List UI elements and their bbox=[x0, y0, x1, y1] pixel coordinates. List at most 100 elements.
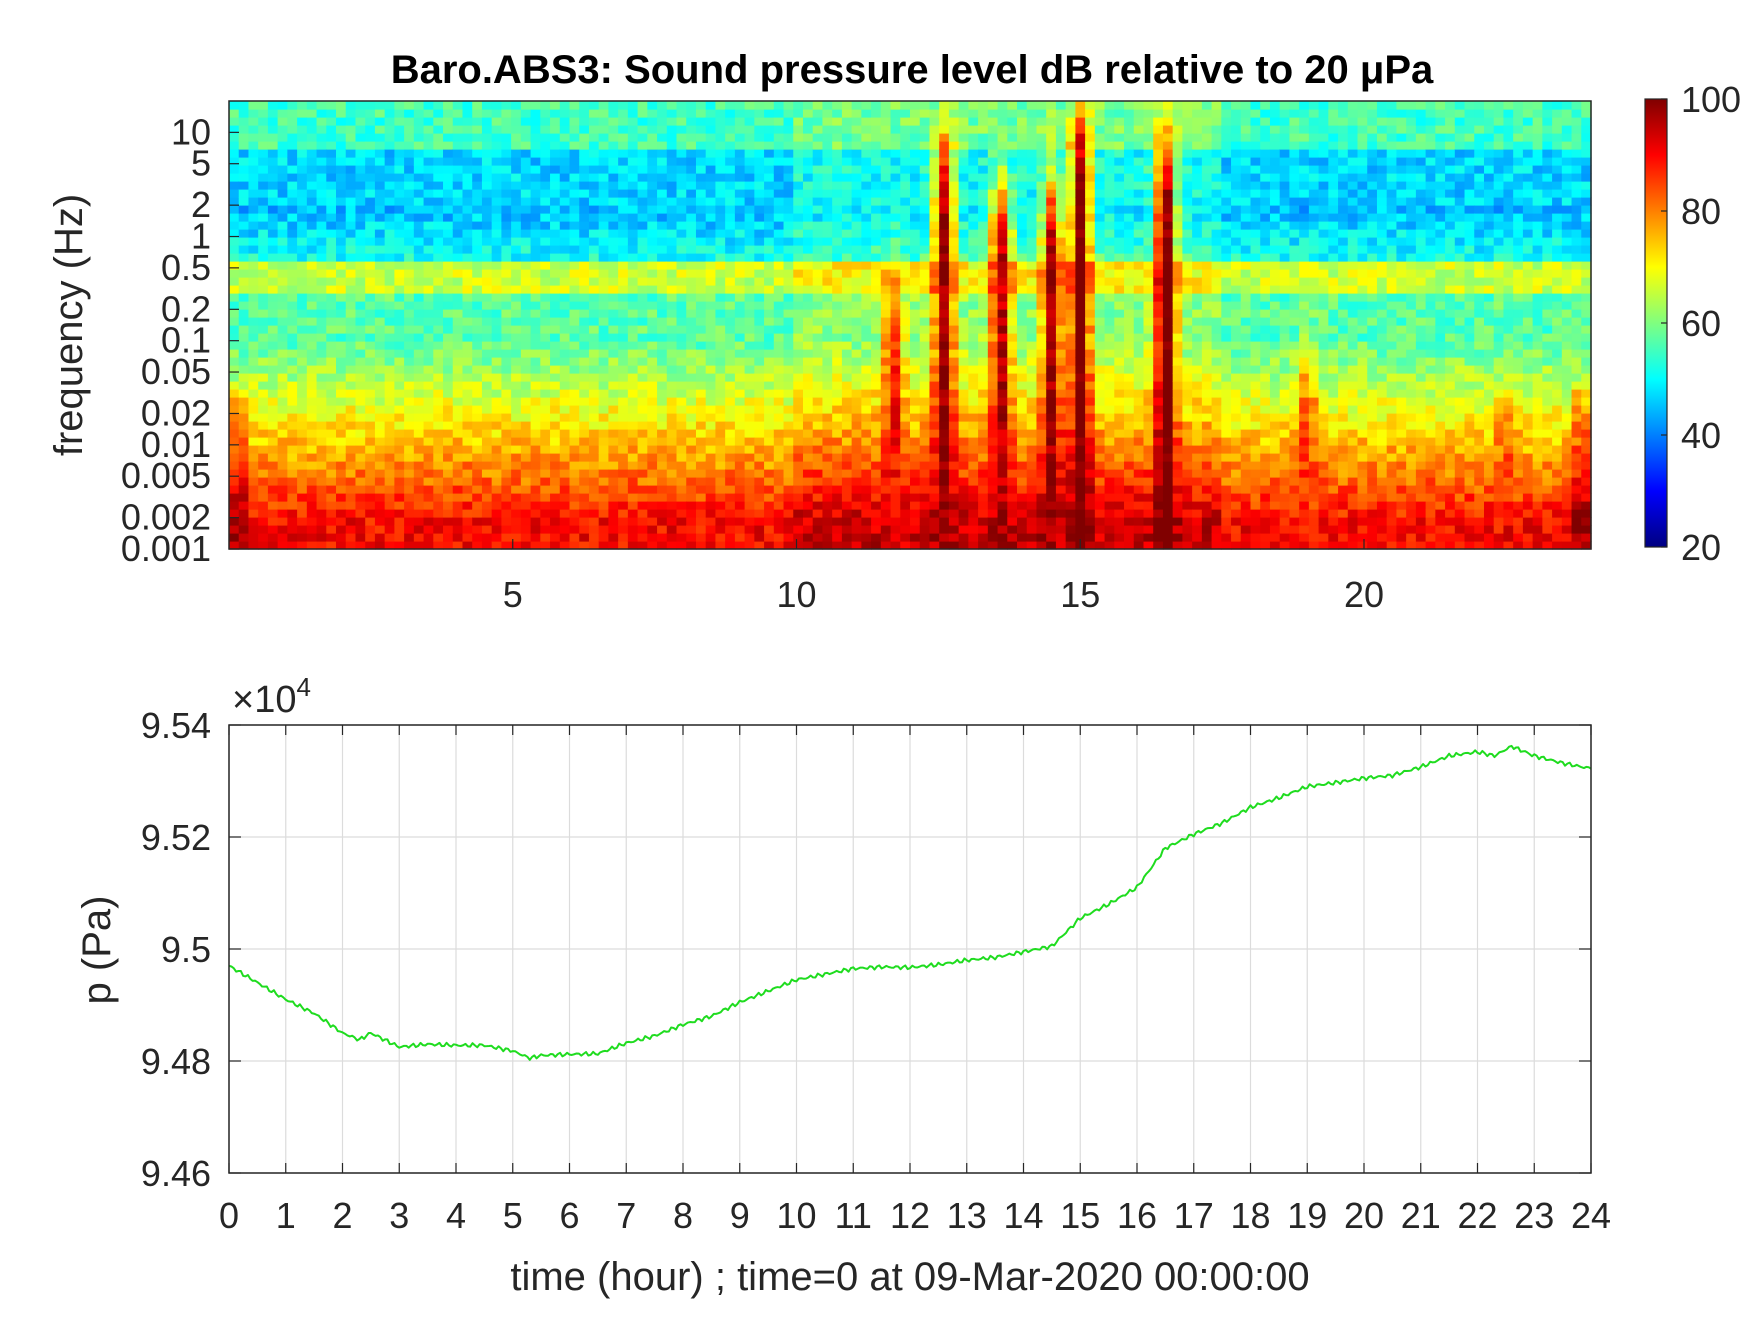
spectrogram-cell bbox=[754, 277, 765, 286]
spectrogram-cell bbox=[559, 213, 571, 222]
spectrogram-cell bbox=[939, 237, 950, 246]
spectrogram-cell bbox=[1007, 365, 1018, 374]
spectrogram-cell bbox=[238, 205, 250, 214]
spectrogram-cell bbox=[657, 325, 668, 334]
spectrogram-cell bbox=[802, 229, 814, 238]
spectrogram-cell bbox=[530, 317, 541, 326]
spectrogram-cell bbox=[598, 453, 610, 462]
spectrogram-cell bbox=[306, 253, 318, 262]
spectrogram-cell bbox=[666, 205, 678, 214]
spectrogram-cell bbox=[744, 237, 755, 246]
spectrogram-cell bbox=[987, 149, 999, 158]
spectrogram-cell bbox=[773, 309, 785, 318]
spectrogram-cell bbox=[686, 485, 697, 494]
spectrogram-cell bbox=[530, 173, 541, 182]
spectrogram-cell bbox=[647, 173, 658, 182]
spectrogram-cell bbox=[423, 213, 434, 222]
spectrogram-cell bbox=[501, 445, 512, 454]
spectrogram-cell bbox=[550, 325, 561, 334]
spectrogram-cell bbox=[501, 357, 512, 366]
spectrogram-cell bbox=[802, 373, 814, 382]
spectrogram-cell bbox=[910, 525, 921, 534]
spectrogram-cell bbox=[608, 181, 619, 190]
spectrogram-cell bbox=[394, 413, 405, 422]
spectrogram-cell bbox=[316, 173, 327, 182]
spectrogram-cell bbox=[452, 517, 464, 526]
spectrogram-cell bbox=[1007, 325, 1018, 334]
spectrogram-cell bbox=[598, 205, 610, 214]
spectrogram-cell bbox=[433, 493, 444, 502]
spectrogram-cell bbox=[939, 285, 950, 294]
spectrogram-cell bbox=[744, 173, 755, 182]
spectrogram-cell bbox=[306, 405, 318, 414]
spectrogram-cell bbox=[520, 525, 532, 534]
spectrogram-cell bbox=[705, 181, 717, 190]
spectrogram-cell bbox=[306, 237, 318, 246]
spectrogram-cell bbox=[744, 221, 755, 230]
spectrogram-cell bbox=[773, 229, 785, 238]
spectrogram-cell bbox=[258, 301, 269, 310]
spectrogram-cell bbox=[520, 133, 532, 142]
spectrogram-cell bbox=[520, 309, 532, 318]
spectrogram-cell bbox=[773, 205, 785, 214]
spectrogram-cell bbox=[608, 429, 619, 438]
spectrogram-cell bbox=[939, 357, 950, 366]
spectrogram-cell bbox=[657, 181, 668, 190]
spectrogram-cell bbox=[404, 157, 415, 166]
spectrogram-cell bbox=[472, 213, 483, 222]
spectrogram-cell bbox=[443, 117, 454, 126]
spectrogram-cell bbox=[404, 469, 415, 478]
spectrogram-cell bbox=[277, 117, 288, 126]
spectrogram-cell bbox=[1007, 421, 1018, 430]
spectrogram-cell bbox=[1094, 533, 1106, 542]
spectrogram-cell bbox=[812, 365, 824, 374]
spectrogram-cell bbox=[880, 541, 892, 550]
spectrogram-cell bbox=[384, 277, 395, 286]
spectrogram-cell bbox=[773, 277, 785, 286]
spectrogram-cell bbox=[1046, 221, 1057, 230]
spectrogram-cell bbox=[822, 213, 833, 222]
spectrogram-cell bbox=[384, 165, 395, 174]
spectrogram-cell bbox=[725, 493, 736, 502]
spectrogram-cell bbox=[666, 173, 678, 182]
spectrogram-cell bbox=[948, 213, 960, 222]
spectrogram-cell bbox=[764, 381, 775, 390]
spectrogram-cell bbox=[880, 493, 892, 502]
spectrogram-cell bbox=[1017, 509, 1028, 518]
spectrogram-cell bbox=[978, 429, 989, 438]
spectrogram-cell bbox=[569, 253, 580, 262]
spectrogram-cell bbox=[997, 413, 1008, 422]
spectrogram-cell bbox=[336, 349, 347, 358]
spectrogram-cell bbox=[666, 181, 678, 190]
spectrogram-cell bbox=[948, 149, 960, 158]
spectrogram-cell bbox=[851, 221, 862, 230]
spectrogram-cell bbox=[900, 365, 911, 374]
spectrogram-cell bbox=[939, 341, 950, 350]
spectrogram-cell bbox=[676, 445, 687, 454]
spectrogram-cell bbox=[871, 269, 882, 278]
spectrogram-cell bbox=[423, 221, 434, 230]
spectrogram-cell bbox=[890, 293, 901, 302]
spectrogram-cell bbox=[501, 101, 512, 110]
spectrogram-cell bbox=[618, 461, 629, 470]
spectrogram-cell bbox=[657, 117, 668, 126]
spectrogram-cell bbox=[384, 333, 395, 342]
spectrogram-cell bbox=[501, 125, 512, 134]
spectrogram-cell bbox=[530, 421, 541, 430]
spectrogram-cell bbox=[773, 421, 785, 430]
spectrogram-cell bbox=[686, 237, 697, 246]
spectrogram-cell bbox=[754, 357, 765, 366]
spectrogram-cell bbox=[559, 477, 571, 486]
spectrogram-cell bbox=[968, 509, 979, 518]
spectrogram-cell bbox=[841, 205, 853, 214]
spectrogram-cell bbox=[929, 245, 940, 254]
spectrogram-cell bbox=[267, 357, 279, 366]
spectrogram-cell bbox=[822, 341, 833, 350]
spectrogram-cell bbox=[404, 533, 415, 542]
spectrogram-cell bbox=[948, 437, 960, 446]
spectrogram-cell bbox=[705, 189, 717, 198]
spectrogram-cell bbox=[997, 149, 1008, 158]
spectrogram-cell bbox=[987, 125, 999, 134]
spectrogram-cell bbox=[491, 405, 502, 414]
spectrogram-cell bbox=[657, 269, 668, 278]
